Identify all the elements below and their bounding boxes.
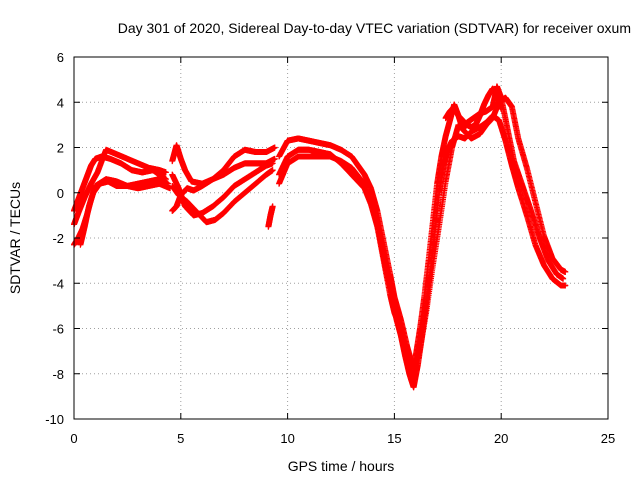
series-arc-12 bbox=[276, 94, 569, 373]
series-arc-4 bbox=[71, 176, 174, 248]
grid-lines bbox=[74, 57, 608, 419]
series-arc-2 bbox=[71, 146, 169, 228]
series-arc-1 bbox=[71, 153, 169, 214]
data-point bbox=[271, 144, 278, 151]
data-point bbox=[271, 155, 278, 162]
data-points bbox=[71, 83, 569, 391]
chart-title: Day 301 of 2020, Sidereal Day-to-day VTE… bbox=[118, 20, 631, 36]
data-point bbox=[162, 169, 169, 176]
series-arc-9 bbox=[265, 203, 276, 230]
